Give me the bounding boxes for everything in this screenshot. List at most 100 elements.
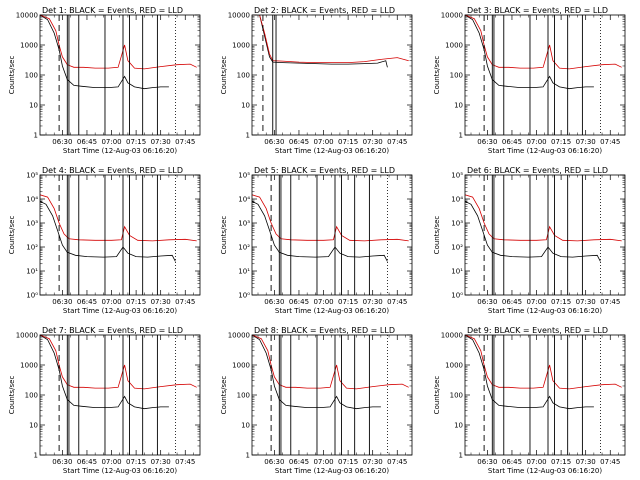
plot-area [465, 335, 622, 410]
y-tick-label: 1 [246, 132, 250, 140]
y-tick-label: 1 [246, 452, 250, 460]
x-tick-label: 06:45 [77, 298, 97, 306]
plot-area [252, 335, 409, 410]
plot-frame [251, 174, 413, 296]
y-axis-label: Counts/sec [220, 56, 228, 95]
panel-det-7: Det 7: BLACK = Events, RED = LLD 1 10 100 10… [8, 326, 201, 475]
plot-area [465, 15, 622, 90]
panel-det-9: Det 9: BLACK = Events, RED = LLD 1 10 100 10… [433, 326, 626, 475]
panel-title: Det 7: BLACK = Events, RED = LLD [42, 326, 183, 335]
x-tick-label: 07:30 [363, 298, 383, 306]
x-tick-label: 07:15 [338, 298, 358, 306]
y-tick-label: 1000 [232, 42, 250, 50]
x-tick-label: 06:45 [502, 138, 522, 146]
x-tick-label: 06:45 [502, 298, 522, 306]
y-tick-label: 10¹ [451, 268, 463, 276]
x-axis-label: Start Time (12-Aug-03 06:16:20) [275, 307, 389, 315]
plot-frame [39, 14, 201, 136]
x-tick-label: 07:45 [387, 138, 407, 146]
y-tick-label: 10 [29, 102, 38, 110]
plot-area [465, 194, 622, 262]
x-tick-label: 06:30 [477, 298, 497, 306]
x-tick-label: 07:30 [576, 458, 596, 466]
x-tick-label: 07:15 [551, 138, 571, 146]
lld-series-line [252, 194, 409, 242]
x-tick-label: 06:30 [52, 458, 72, 466]
plot-frame [464, 14, 626, 136]
panel-title: Det 6: BLACK = Events, RED = LLD [467, 166, 608, 175]
y-tick-label: 1 [459, 132, 463, 140]
events-series-line [465, 15, 594, 90]
panel-det-4: Det 4: BLACK = Events, RED = LLD 10⁰ 10¹ 10… [8, 166, 201, 315]
y-tick-label: 10⁴ [451, 196, 463, 204]
x-tick-label: 07:00 [101, 138, 121, 146]
y-tick-label: 10 [454, 422, 463, 430]
panel-det-5: Det 5: BLACK = Events, RED = LLD 10⁰ 10¹ 10… [220, 166, 413, 315]
y-tick-label: 10000 [16, 12, 38, 20]
y-axis-label: Counts/sec [8, 56, 16, 95]
y-axis-label: Counts/sec [8, 216, 16, 255]
y-tick-label: 100 [25, 392, 38, 400]
y-tick-label: 100 [450, 72, 463, 80]
panel-det-1: Det 1: BLACK = Events, RED = LLD 1 10 100 10… [8, 6, 201, 155]
x-tick-label: 07:00 [313, 298, 333, 306]
plot-frame [464, 334, 626, 456]
y-tick-label: 10⁴ [26, 196, 38, 204]
y-tick-label: 10⁴ [238, 196, 250, 204]
events-series-line [465, 200, 601, 262]
x-axis-label: Start Time (12-Aug-03 06:16:20) [488, 147, 602, 155]
x-tick-label: 07:15 [126, 298, 146, 306]
x-tick-label: 07:30 [151, 138, 171, 146]
y-tick-label: 100 [450, 392, 463, 400]
x-tick-label: 07:30 [151, 298, 171, 306]
y-tick-label: 10⁵ [451, 172, 463, 180]
panel-title: Det 8: BLACK = Events, RED = LLD [254, 326, 395, 335]
plot-area [40, 15, 197, 90]
x-tick-label: 07:00 [526, 298, 546, 306]
panel-det-3: Det 3: BLACK = Events, RED = LLD 1 10 100 10… [433, 6, 626, 155]
x-tick-label: 06:45 [502, 458, 522, 466]
x-tick-label: 07:45 [175, 298, 195, 306]
lld-series-line [252, 335, 409, 390]
x-tick-label: 07:00 [313, 458, 333, 466]
y-axis-label: Counts/sec [433, 216, 441, 255]
x-tick-label: 07:00 [526, 138, 546, 146]
y-tick-label: 10 [29, 422, 38, 430]
panel-det-6: Det 6: BLACK = Events, RED = LLD 10⁰ 10¹ 10… [433, 166, 626, 315]
x-axis-label: Start Time (12-Aug-03 06:16:20) [63, 467, 177, 475]
x-axis-label: Start Time (12-Aug-03 06:16:20) [275, 147, 389, 155]
x-tick-label: 07:45 [600, 298, 620, 306]
x-tick-label: 06:45 [289, 298, 309, 306]
lld-series-line [40, 15, 197, 70]
events-series-line [40, 200, 176, 262]
events-series-line [40, 15, 169, 90]
y-tick-label: 10⁵ [26, 172, 38, 180]
y-tick-label: 10 [454, 102, 463, 110]
panel-det-2: Det 2: BLACK = Events, RED = LLD 1 10 100 10… [220, 6, 413, 155]
x-tick-label: 07:45 [600, 138, 620, 146]
x-tick-label: 07:15 [126, 138, 146, 146]
x-axis-label: Start Time (12-Aug-03 06:16:20) [488, 307, 602, 315]
y-tick-label: 10² [26, 244, 38, 252]
x-tick-label: 07:00 [101, 458, 121, 466]
y-tick-label: 1 [34, 452, 38, 460]
y-tick-label: 10² [451, 244, 463, 252]
x-tick-label: 06:45 [289, 138, 309, 146]
panel-title: Det 5: BLACK = Events, RED = LLD [254, 166, 395, 175]
y-tick-label: 1000 [20, 362, 38, 370]
y-tick-label: 10000 [228, 12, 250, 20]
events-series-line [252, 200, 388, 262]
y-tick-label: 10000 [441, 12, 463, 20]
y-tick-label: 1 [459, 452, 463, 460]
plot-area [40, 335, 197, 410]
y-tick-label: 10⁰ [238, 292, 250, 300]
y-tick-label: 10 [241, 102, 250, 110]
y-tick-label: 10³ [451, 220, 463, 228]
x-tick-label: 07:00 [526, 458, 546, 466]
plot-area [252, 15, 409, 68]
x-tick-label: 07:30 [576, 298, 596, 306]
plot-frame [464, 174, 626, 296]
panel-title: Det 2: BLACK = Events, RED = LLD [254, 6, 395, 15]
y-tick-label: 100 [237, 392, 250, 400]
x-tick-label: 07:00 [101, 298, 121, 306]
